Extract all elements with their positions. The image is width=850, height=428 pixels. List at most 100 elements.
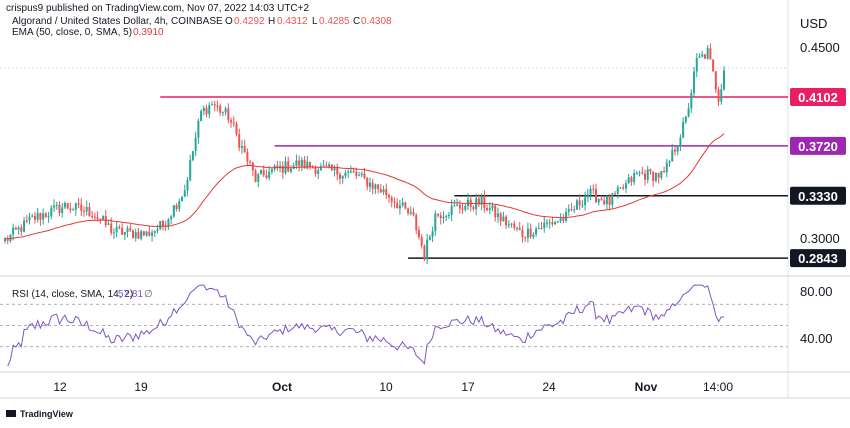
candle-body	[439, 215, 442, 219]
price-tag-0.4102	[790, 87, 846, 106]
candle-body	[676, 145, 679, 152]
candle-body	[532, 234, 535, 237]
candle-body	[464, 205, 467, 210]
candle-body	[115, 227, 118, 233]
candle-body	[616, 187, 619, 194]
candle-body	[385, 189, 388, 196]
candle-body	[638, 172, 641, 174]
candle-body	[279, 165, 282, 168]
candle-body	[518, 227, 521, 230]
candle-body	[423, 245, 426, 260]
ohlc-h-value: 0.4312	[277, 16, 308, 27]
candle-body	[161, 221, 164, 227]
candle-body	[289, 168, 292, 172]
candle-body	[679, 137, 682, 146]
candle-body	[121, 227, 124, 235]
candle-body	[723, 70, 725, 90]
candle-body	[66, 203, 69, 209]
candle-body	[298, 160, 301, 167]
candle-body	[175, 205, 178, 210]
rsi-series	[7, 284, 725, 367]
candle-body	[556, 221, 559, 223]
candle-body	[251, 162, 254, 171]
candle-body	[221, 112, 224, 114]
candle-body	[622, 187, 625, 189]
candle-body	[322, 165, 325, 167]
candle-body	[545, 222, 548, 224]
ohlc-o-label: O	[225, 16, 233, 27]
candle-body	[611, 193, 614, 205]
candle-body	[145, 231, 148, 236]
candle-body	[505, 216, 508, 226]
candle-body	[260, 170, 263, 175]
candle-body	[153, 230, 156, 233]
candle-body	[134, 232, 137, 239]
candle-body	[398, 205, 401, 209]
candle-body	[608, 195, 611, 205]
y-tick-0.4500: 0.4500	[800, 40, 840, 55]
candle-body	[151, 232, 154, 236]
candle-body	[673, 149, 676, 152]
candle-body	[393, 201, 396, 204]
candle-body	[649, 169, 652, 172]
candle-body	[80, 204, 83, 211]
candle-body	[428, 236, 431, 240]
rsi-label: RSI (14, close, SMA, 14, 2)	[12, 289, 133, 300]
candle-body	[605, 195, 608, 205]
candle-body	[170, 216, 173, 220]
candle-body	[99, 218, 102, 220]
candle-body	[614, 193, 617, 195]
candle-body	[36, 212, 39, 220]
candle-body	[496, 213, 499, 218]
candle-body	[567, 208, 570, 212]
candle-body	[9, 234, 12, 241]
candle-body	[442, 216, 445, 219]
candle-body	[69, 208, 72, 211]
candle-body	[85, 207, 88, 212]
candle-body	[695, 57, 698, 72]
candle-body	[82, 210, 85, 212]
candle-body	[300, 159, 303, 167]
candle-body	[181, 196, 184, 202]
candle-body	[107, 223, 110, 225]
candle-body	[287, 161, 290, 172]
candle-body	[363, 173, 366, 179]
candle-body	[390, 197, 393, 202]
candle-body	[559, 218, 562, 222]
candle-body	[47, 216, 50, 218]
candle-body	[417, 230, 420, 238]
candle-body	[540, 227, 543, 229]
candle-body	[401, 202, 404, 206]
candle-body	[341, 175, 344, 179]
candle-body	[480, 195, 483, 205]
symbol-title: Algorand / United States Dollar, 4h, COI…	[12, 16, 223, 27]
horizontal-levels[interactable]	[160, 96, 788, 259]
candle-body	[110, 223, 113, 233]
candle-body	[205, 107, 208, 115]
candle-body	[382, 189, 385, 193]
x-tick-1400: 14:00	[703, 380, 733, 394]
candle-body	[409, 212, 412, 214]
candle-body	[377, 184, 380, 190]
candle-body	[202, 107, 205, 112]
candle-body	[630, 177, 633, 183]
candle-body	[437, 213, 440, 216]
candle-body	[336, 167, 339, 175]
candle-body	[227, 108, 230, 121]
candle-body	[526, 228, 529, 238]
candle-body	[594, 189, 597, 203]
candle-body	[412, 212, 415, 215]
candle-body	[374, 184, 377, 189]
candle-body	[458, 204, 461, 209]
candle-body	[232, 122, 235, 124]
ohlc-o-value: 0.4292	[234, 16, 265, 27]
candle-body	[682, 121, 685, 138]
candle-body	[270, 169, 273, 172]
candlesticks[interactable]	[4, 43, 725, 264]
price-tag-text-0.4102: 0.4102	[798, 90, 838, 105]
candle-body	[317, 170, 320, 174]
candle-body	[93, 216, 96, 218]
candle-body	[379, 189, 382, 193]
candle-body	[494, 205, 497, 218]
